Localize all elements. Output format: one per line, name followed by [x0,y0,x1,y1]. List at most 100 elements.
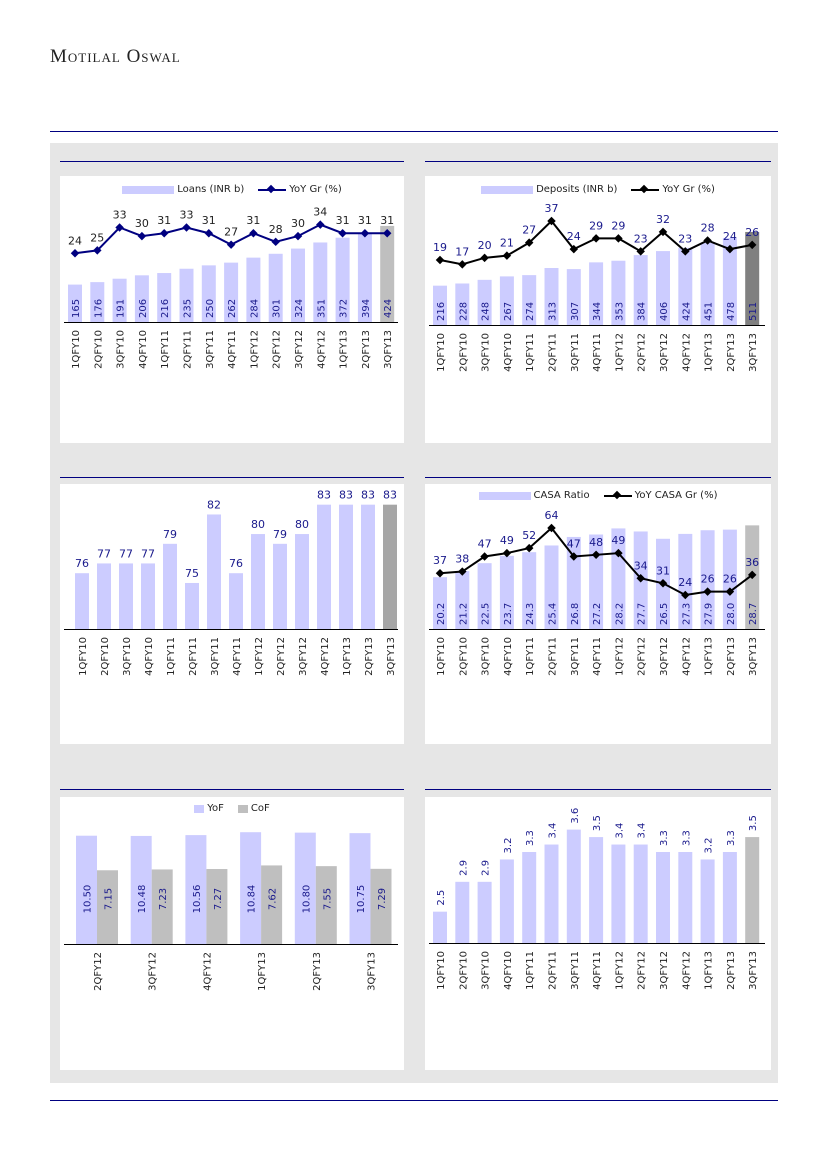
line-value-label: 28 [701,222,715,235]
x-tick-label: 2QFY10 [458,951,469,990]
line-value-label: 31 [246,214,260,227]
bar [566,829,581,943]
x-tick-label: 3QFY13 [748,951,759,990]
bar-value-label: 27.2 [592,603,603,625]
bar [678,851,693,943]
bar [678,247,693,325]
line-value-label: 31 [157,214,171,227]
bar-value-label: 324 [294,299,305,318]
bar-value-label: 3.4 [614,823,625,839]
bar [335,237,350,322]
footer-rule [50,1100,778,1101]
x-tick-label: 4QFY10 [503,333,514,372]
legend-label: Deposits (INR b) [536,184,618,195]
bar [315,866,337,944]
x-tick-label: 1QFY10 [436,637,447,676]
x-tick-label: 3QFY13 [386,637,397,676]
legend-swatch [258,184,287,193]
bar-value-label: 165 [71,299,82,318]
line-marker [569,244,579,254]
line-value-label: 26 [745,226,759,239]
casa-chart: 20.2 21.2 22.5 23.7 24.3 25.4 26.8 27.2 28.2 27.7… [425,484,771,744]
bar [179,268,194,322]
bar [317,504,331,629]
bar-value-label: 10.75 [356,885,367,914]
line-marker [338,228,347,238]
bar-value-label: 23.7 [503,603,514,625]
bar [433,285,447,325]
x-tick-label: 3QFY13 [383,330,394,369]
x-tick-label: 4QFY10 [144,637,155,676]
loans-chart: 165 176 191 206 216 235 250 262 284 301 324 351 372 3… [60,176,404,443]
bar [185,582,199,629]
bar-value-label: 191 [116,299,127,318]
line-marker [636,247,645,256]
x-tick-label: 2QFY11 [183,330,194,369]
x-tick-label: 4QFY11 [592,333,603,372]
line-marker [703,236,712,245]
bar [522,275,537,325]
legend-item: Deposits (INR b) [481,184,617,195]
x-tick-label: 4QFY12 [320,637,331,676]
bar [433,911,447,943]
bar-value-label: 83 [317,489,331,502]
bar-value-label: 83 [361,489,375,502]
bar-value-label: 3.6 [570,808,581,824]
bar [273,543,287,629]
x-tick-label: 2QFY13 [361,330,372,369]
bar-value-label: 2.9 [481,860,492,876]
legend-label: CASA Ratio [533,490,590,501]
x-tick-label: 4QFY10 [503,951,514,990]
bar-value-label: 7.15 [104,888,115,910]
bar [589,837,604,943]
line-value-label: 25 [90,231,104,244]
legend-item: Loans (INR b) [122,184,244,195]
x-tick-label: 2QFY12 [276,637,287,676]
line-marker [502,251,512,260]
line-marker [435,255,445,265]
line-marker [360,228,370,238]
bar [722,237,737,325]
legend-label: Loans (INR b) [177,184,245,195]
deposits-chart: 216 228 248 267 274 313 307 344 353 384 406 424 451 4… [425,176,771,443]
bar [745,231,760,325]
line-value-label: 27 [224,226,238,239]
bar-value-label: 83 [383,489,397,502]
bar-value-label: 27.7 [637,603,648,625]
legend-item: YoF [194,803,224,814]
x-tick-label: 4QFY11 [232,637,243,676]
bar-value-label: 451 [704,302,715,321]
bar-value-label: 82 [207,498,221,511]
bar [294,832,316,944]
bar-value-label: 10.56 [192,885,203,914]
x-tick-label: 1QFY12 [249,330,260,369]
x-tick-label: 3QFY11 [570,951,581,990]
bar [370,868,392,944]
bar-value-label: 424 [681,302,692,321]
bar [76,835,97,944]
bar [261,865,283,944]
line-value-label: 33 [113,209,127,222]
line-value-label: 28 [269,223,283,236]
x-tick-label: 1QFY11 [166,637,177,676]
bar [745,837,760,943]
bar [361,504,375,629]
line-value-label: 19 [433,241,447,254]
x-tick-label: 1QFY13 [342,637,353,676]
x-tick-label: 3QFY12 [294,330,305,369]
line-value-label: 31 [358,214,372,227]
legend-label: CoF [250,803,270,814]
bar [678,533,693,629]
line-value-label: 24 [678,576,692,589]
line-value-label: 20 [478,239,492,252]
legend: CASA Ratio YoY CASA Gr (%) [425,490,771,501]
bar-value-label: 267 [503,302,514,321]
line-value-label: 29 [611,219,625,232]
chart-title-rule [60,477,404,478]
x-tick-label: 3QFY10 [116,330,127,369]
bar [633,255,648,325]
legend-label: YoY Gr (%) [662,184,715,195]
x-tick-label: 1QFY12 [254,637,265,676]
bar-value-label: 2.5 [436,890,447,906]
